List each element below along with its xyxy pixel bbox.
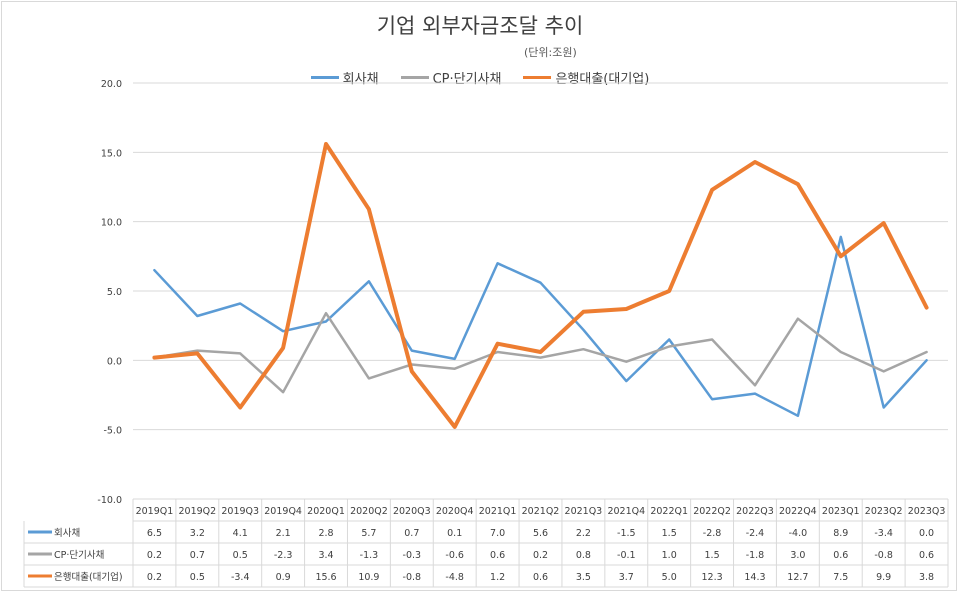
x-tick-label-7: 2020Q4 bbox=[436, 506, 474, 517]
data-label-0-4: 2.8 bbox=[318, 528, 333, 539]
data-label-0-17: -3.4 bbox=[874, 528, 893, 539]
x-tick-label-5: 2020Q2 bbox=[350, 506, 388, 517]
legend-swatch-2 bbox=[523, 76, 552, 79]
x-tick-label-12: 2022Q1 bbox=[650, 506, 688, 517]
y-tick-label-1: 15.0 bbox=[101, 148, 122, 159]
x-tick-label-8: 2021Q1 bbox=[479, 506, 517, 517]
data-label-2-0: 0.2 bbox=[147, 572, 162, 583]
data-label-0-8: 7.0 bbox=[490, 528, 505, 539]
y-tick-label-2: 10.0 bbox=[101, 218, 122, 229]
data-label-0-3: 2.1 bbox=[276, 528, 291, 539]
data-label-2-12: 5.0 bbox=[662, 572, 677, 583]
data-label-0-16: 8.9 bbox=[833, 528, 848, 539]
data-label-1-5: -1.3 bbox=[360, 550, 379, 561]
x-tick-label-1: 2019Q2 bbox=[178, 506, 216, 517]
data-label-1-3: -2.3 bbox=[274, 550, 293, 561]
data-label-1-2: 0.5 bbox=[233, 550, 248, 561]
data-label-2-5: 10.9 bbox=[358, 572, 379, 583]
data-label-2-18: 3.8 bbox=[919, 572, 934, 583]
data-label-0-1: 3.2 bbox=[190, 528, 205, 539]
y-tick-label-0: 20.0 bbox=[101, 79, 122, 90]
legend-swatch-0 bbox=[310, 76, 339, 79]
x-tick-label-15: 2022Q4 bbox=[779, 506, 817, 517]
x-tick-label-2: 2019Q3 bbox=[221, 506, 259, 517]
y-tick-label-6: -10.0 bbox=[97, 495, 122, 506]
table-series-name-1: CP·단기사채 bbox=[54, 550, 104, 561]
x-tick-label-3: 2019Q4 bbox=[264, 506, 302, 517]
x-tick-label-4: 2020Q1 bbox=[307, 506, 345, 517]
data-label-1-13: 1.5 bbox=[705, 550, 720, 561]
data-label-0-11: -1.5 bbox=[617, 528, 636, 539]
chart-unit-label: (단위:조원) bbox=[524, 46, 577, 59]
y-tick-label-4: 0.0 bbox=[107, 356, 122, 367]
data-label-0-10: 2.2 bbox=[576, 528, 591, 539]
data-label-2-13: 12.3 bbox=[702, 572, 723, 583]
table-series-name-2: 은행대출(대기업) bbox=[54, 571, 123, 583]
data-label-2-3: 0.9 bbox=[276, 572, 291, 583]
x-tick-label-6: 2020Q3 bbox=[393, 506, 431, 517]
data-label-2-1: 0.5 bbox=[190, 572, 205, 583]
data-label-2-10: 3.5 bbox=[576, 572, 591, 583]
data-label-0-9: 5.6 bbox=[533, 528, 548, 539]
x-tick-label-17: 2023Q2 bbox=[865, 506, 903, 517]
data-label-0-15: -4.0 bbox=[789, 528, 808, 539]
data-label-1-11: -0.1 bbox=[617, 550, 636, 561]
data-label-0-18: 0.0 bbox=[919, 528, 934, 539]
x-tick-label-10: 2021Q3 bbox=[565, 506, 603, 517]
data-label-1-9: 0.2 bbox=[533, 550, 548, 561]
data-label-1-16: 0.6 bbox=[833, 550, 848, 561]
data-label-1-4: 3.4 bbox=[318, 550, 333, 561]
data-label-1-8: 0.6 bbox=[490, 550, 505, 561]
data-label-0-14: -2.4 bbox=[746, 528, 765, 539]
x-tick-label-11: 2021Q4 bbox=[607, 506, 645, 517]
data-label-2-14: 14.3 bbox=[744, 572, 765, 583]
legend-swatch-1 bbox=[400, 76, 429, 79]
data-label-1-14: -1.8 bbox=[746, 550, 765, 561]
data-label-1-0: 0.2 bbox=[147, 550, 162, 561]
chart-title: 기업 외부자금조달 추이 bbox=[376, 14, 584, 38]
series-line-0 bbox=[153, 235, 928, 418]
y-tick-label-5: -5.0 bbox=[103, 426, 122, 437]
data-label-1-12: 1.0 bbox=[662, 550, 677, 561]
x-tick-label-13: 2022Q2 bbox=[693, 506, 731, 517]
data-label-1-17: -0.8 bbox=[874, 550, 893, 561]
data-label-2-17: 9.9 bbox=[876, 572, 891, 583]
data-label-1-7: -0.6 bbox=[445, 550, 464, 561]
data-label-0-6: 0.7 bbox=[404, 528, 419, 539]
data-label-2-15: 12.7 bbox=[787, 572, 808, 583]
data-label-2-11: 3.7 bbox=[619, 572, 634, 583]
x-tick-label-14: 2022Q3 bbox=[736, 506, 774, 517]
x-tick-label-18: 2023Q3 bbox=[908, 506, 946, 517]
data-label-2-16: 7.5 bbox=[833, 572, 848, 583]
data-label-2-6: -0.8 bbox=[403, 572, 422, 583]
data-label-2-8: 1.2 bbox=[490, 572, 505, 583]
data-label-1-10: 0.8 bbox=[576, 550, 591, 561]
data-label-0-2: 4.1 bbox=[233, 528, 248, 539]
series-line-1 bbox=[153, 311, 928, 394]
data-label-2-2: -3.4 bbox=[231, 572, 250, 583]
x-tick-label-9: 2021Q2 bbox=[522, 506, 560, 517]
table-series-name-0: 회사채 bbox=[54, 528, 80, 539]
data-label-1-6: -0.3 bbox=[403, 550, 422, 561]
data-label-0-7: 0.1 bbox=[447, 528, 462, 539]
data-label-0-13: -2.8 bbox=[703, 528, 722, 539]
data-label-0-5: 5.7 bbox=[361, 528, 376, 539]
data-label-0-12: 1.5 bbox=[662, 528, 677, 539]
data-label-2-4: 15.6 bbox=[315, 572, 336, 583]
data-label-1-15: 3.0 bbox=[790, 550, 805, 561]
data-label-0-0: 6.5 bbox=[147, 528, 162, 539]
data-label-1-1: 0.7 bbox=[190, 550, 205, 561]
x-tick-label-16: 2023Q1 bbox=[822, 506, 860, 517]
data-label-2-9: 0.6 bbox=[533, 572, 548, 583]
x-tick-label-0: 2019Q1 bbox=[136, 506, 174, 517]
data-label-1-18: 0.6 bbox=[919, 550, 934, 561]
data-label-2-7: -4.8 bbox=[445, 572, 464, 583]
y-tick-label-3: 5.0 bbox=[107, 287, 122, 298]
series-line-2 bbox=[152, 142, 929, 429]
